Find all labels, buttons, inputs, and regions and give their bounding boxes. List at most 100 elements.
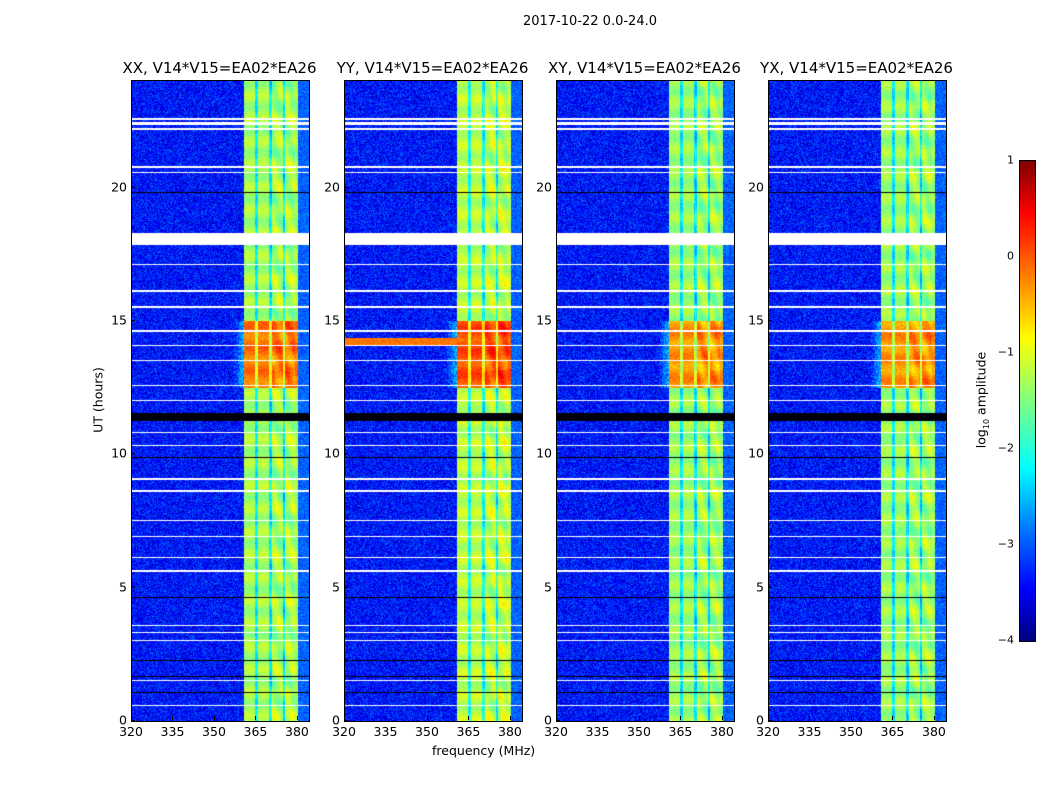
y-tick-label: 20: [748, 179, 764, 195]
y-tick-mark: [344, 586, 348, 588]
y-tick-mark: [556, 186, 560, 188]
colorbar-tick-label: −3: [997, 537, 1014, 551]
x-tick-mark: [385, 716, 387, 720]
y-tick-label: 15: [324, 312, 340, 328]
x-tick-mark: [344, 716, 345, 720]
x-tick-label: 380: [285, 724, 309, 739]
y-tick-label: 10: [324, 445, 340, 461]
x-tick-label: 350: [202, 724, 226, 739]
panel-title: XX, V14*V15=EA02*EA26: [122, 59, 317, 77]
x-tick-mark: [509, 716, 511, 720]
y-tick-mark: [344, 453, 348, 455]
spectrogram-panel: [131, 80, 310, 722]
y-tick-mark: [131, 453, 135, 455]
y-tick-label: 10: [111, 445, 127, 461]
y-tick-mark: [131, 720, 135, 721]
x-tick-mark: [597, 716, 599, 720]
x-tick-label: 365: [243, 724, 268, 739]
heatmap-canvas: [345, 81, 522, 721]
colorbar-tick-label: 1: [1007, 153, 1014, 167]
x-tick-mark: [556, 716, 557, 720]
colorbar-label: log10 amplitude: [973, 351, 991, 449]
x-tick-mark: [850, 716, 852, 720]
y-tick-mark: [556, 720, 560, 721]
x-tick-label: 320: [544, 724, 568, 739]
x-tick-mark: [768, 716, 769, 720]
x-tick-mark: [255, 716, 257, 720]
y-tick-mark: [768, 320, 772, 321]
x-tick-label: 320: [332, 724, 356, 739]
x-tick-mark: [892, 716, 894, 720]
x-tick-mark: [296, 716, 298, 720]
y-tick-mark: [344, 720, 348, 721]
y-tick-label: 5: [119, 579, 127, 595]
y-tick-label: 5: [756, 579, 764, 595]
x-tick-label: 320: [756, 724, 780, 739]
x-tick-mark: [721, 716, 723, 720]
y-tick-mark: [131, 586, 135, 588]
y-tick-label: 15: [111, 312, 127, 328]
x-tick-label: 350: [839, 724, 863, 739]
panel-title: XY, V14*V15=EA02*EA26: [548, 59, 741, 77]
x-tick-mark: [680, 716, 682, 720]
panel-title: YX, V14*V15=EA02*EA26: [760, 59, 953, 77]
y-axis-label: UT (hours): [90, 367, 106, 433]
x-tick-label: 350: [415, 724, 439, 739]
x-tick-label: 350: [627, 724, 651, 739]
x-tick-mark: [638, 716, 640, 720]
heatmap-canvas: [557, 81, 734, 721]
y-tick-mark: [768, 720, 772, 721]
x-tick-mark: [426, 716, 428, 720]
x-tick-label: 335: [160, 724, 185, 739]
y-tick-label: 10: [748, 445, 764, 461]
x-tick-label: 365: [456, 724, 481, 739]
y-tick-label: 0: [544, 712, 552, 728]
heatmap-canvas: [769, 81, 946, 721]
x-tick-label: 335: [797, 724, 822, 739]
y-tick-mark: [768, 186, 772, 188]
y-tick-mark: [556, 453, 560, 455]
colorbar-tick-label: 0: [1007, 249, 1014, 263]
x-tick-mark: [933, 716, 935, 720]
heatmap-canvas: [132, 81, 309, 721]
x-tick-mark: [172, 716, 174, 720]
y-tick-label: 20: [111, 179, 127, 195]
colorbar-tick-label: −1: [997, 345, 1014, 359]
colorbar: [1019, 160, 1036, 642]
x-tick-label: 320: [119, 724, 143, 739]
x-tick-mark: [468, 716, 470, 720]
spectrogram-panel: [344, 80, 523, 722]
y-tick-mark: [768, 453, 772, 455]
x-tick-label: 380: [922, 724, 946, 739]
y-tick-mark: [556, 320, 560, 321]
x-axis-label: frequency (MHz): [432, 743, 536, 758]
x-tick-mark: [809, 716, 811, 720]
x-tick-label: 380: [710, 724, 734, 739]
y-tick-label: 10: [536, 445, 552, 461]
spectrogram-panel: [556, 80, 735, 722]
y-tick-mark: [344, 320, 348, 321]
y-tick-label: 5: [332, 579, 340, 595]
y-tick-mark: [768, 586, 772, 588]
y-tick-label: 0: [756, 712, 764, 728]
y-tick-mark: [131, 320, 135, 321]
colorbar-tick-label: −2: [997, 441, 1014, 455]
y-tick-label: 15: [536, 312, 552, 328]
figure-title: 2017-10-22 0.0-24.0: [523, 14, 657, 29]
x-tick-label: 365: [880, 724, 905, 739]
spectrogram-panel: [768, 80, 947, 722]
colorbar-tick-label: −4: [997, 633, 1014, 647]
y-tick-label: 20: [324, 179, 340, 195]
y-tick-label: 5: [544, 579, 552, 595]
y-tick-label: 15: [748, 312, 764, 328]
x-tick-mark: [213, 716, 215, 720]
y-tick-mark: [344, 186, 348, 188]
x-tick-label: 380: [498, 724, 522, 739]
x-tick-label: 365: [668, 724, 693, 739]
y-tick-mark: [556, 586, 560, 588]
y-tick-label: 0: [119, 712, 127, 728]
y-tick-label: 0: [332, 712, 340, 728]
y-tick-mark: [131, 186, 135, 188]
panel-title: YY, V14*V15=EA02*EA26: [336, 59, 529, 77]
x-tick-mark: [131, 716, 132, 720]
